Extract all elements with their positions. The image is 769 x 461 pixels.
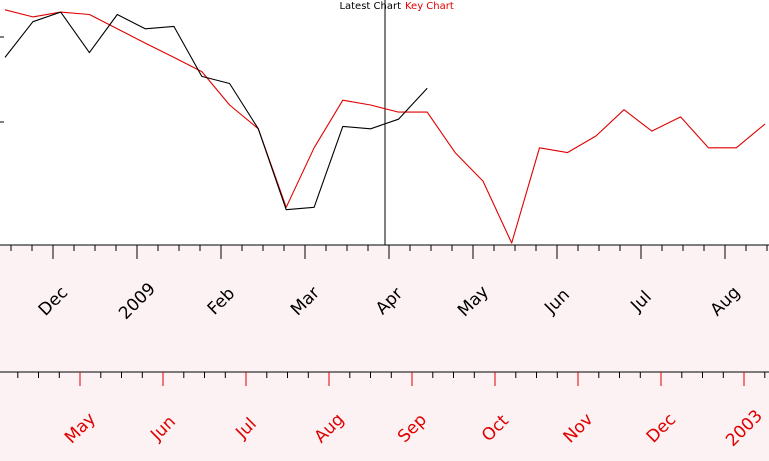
key-chart-series xyxy=(4,9,766,244)
legend-latest-label: Latest Chart xyxy=(339,1,401,12)
axis-band-background xyxy=(0,245,769,461)
series-line-key xyxy=(4,9,766,244)
series-line-latest xyxy=(4,11,428,211)
x-axis-latest: Dec 2009 Feb Mar Apr May Jun Jul Aug xyxy=(10,245,768,324)
legend-key-label: Key Chart xyxy=(405,1,454,12)
latest-chart-series xyxy=(4,11,428,211)
